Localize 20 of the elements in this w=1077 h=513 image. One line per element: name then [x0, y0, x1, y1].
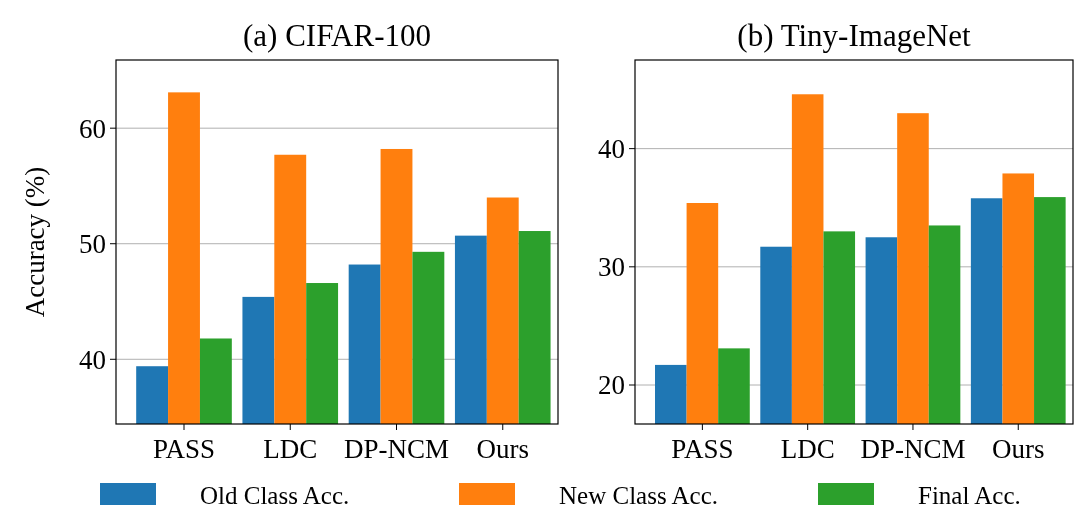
- chart-title: (b) Tiny-ImageNet: [737, 18, 972, 53]
- y-tick-label: 50: [79, 229, 106, 260]
- x-tick-label: PASS: [671, 434, 734, 464]
- legend-label: Old Class Acc.: [200, 481, 350, 509]
- y-tick-label: 60: [79, 113, 106, 144]
- y-tick-label: 40: [598, 134, 625, 165]
- y-tick-label: 20: [598, 370, 625, 401]
- legend-label: Final Acc.: [918, 481, 1021, 509]
- x-tick-label: DP-NCM: [860, 434, 966, 464]
- x-tick-label: PASS: [152, 434, 216, 464]
- x-tick-label: LDC: [263, 434, 318, 464]
- legend-label: New Class Acc.: [559, 481, 718, 509]
- y-tick-label: 40: [79, 344, 106, 375]
- x-tick-label: LDC: [780, 434, 835, 464]
- y-axis-title: Accuracy (%): [20, 166, 50, 318]
- y-tick-label: 30: [598, 252, 625, 283]
- x-tick-label: DP-NCM: [343, 434, 450, 464]
- x-tick-label: Ours: [476, 434, 529, 464]
- x-tick-label: Ours: [992, 434, 1045, 464]
- chart-title: (a) CIFAR-100: [243, 18, 431, 53]
